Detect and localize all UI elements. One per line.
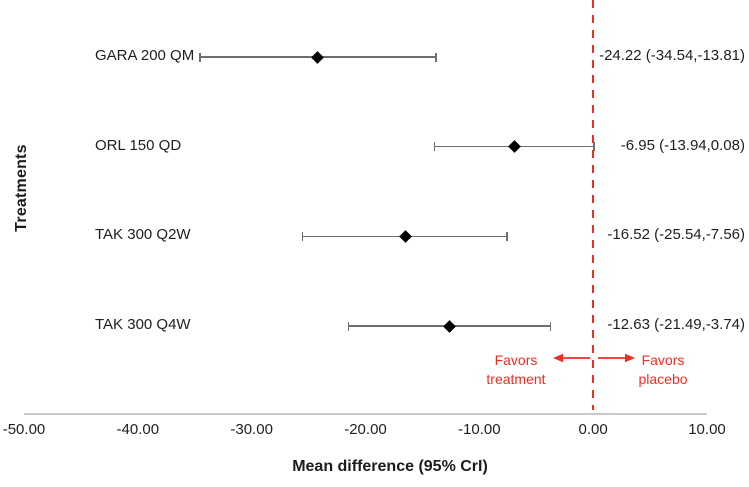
estimate-label: -24.22 (-34.54,-13.81) (599, 47, 745, 64)
x-tick-label: -40.00 (116, 421, 160, 438)
right-arrow-icon (598, 353, 635, 363)
favors-placebo-line2: placebo (638, 371, 688, 387)
reference-line-zero (592, 0, 595, 410)
point-estimate-marker (507, 140, 521, 154)
x-tick-label: 0.00 (578, 421, 608, 438)
x-axis-line (24, 413, 707, 415)
x-tick-label: -30.00 (230, 421, 273, 438)
ci-lower-cap (433, 142, 436, 152)
ci-upper-cap (435, 52, 437, 62)
treatment-label: TAK 300 Q4W (95, 316, 191, 334)
treatment-label: GARA 200 QM (95, 47, 195, 64)
x-axis-title: Mean difference (95% CrI) (292, 458, 488, 475)
x-tick-label: -20.00 (344, 421, 387, 438)
favors-placebo-annotation: Favors placebo (603, 351, 723, 389)
favors-treatment-line1: Favors (494, 352, 538, 368)
ci-lower-cap (199, 52, 201, 62)
x-tick-label: -10.00 (458, 421, 501, 438)
x-tick-label: -50.00 (2, 421, 46, 438)
estimate-label: -16.52 (-25.54,-7.56) (607, 226, 745, 244)
point-estimate-marker (311, 50, 324, 64)
ci-upper-cap (549, 321, 552, 331)
estimate-label: -12.63 (-21.49,-3.74) (607, 316, 745, 334)
ci-upper-cap (506, 231, 508, 241)
ci-lower-cap (301, 231, 304, 241)
favors-placebo-line1: Favors (641, 352, 685, 368)
favors-treatment-line2: treatment (486, 371, 546, 387)
estimate-label: -6.95 (-13.94,0.08) (620, 136, 745, 154)
treatment-label: ORL 150 QD (95, 136, 182, 154)
left-arrow-icon (553, 353, 590, 363)
ci-lower-cap (347, 321, 350, 331)
y-axis-title: Treatments (13, 144, 30, 232)
favors-treatment-annotation: Favors treatment (456, 351, 576, 389)
point-estimate-marker (443, 319, 456, 333)
point-estimate-marker (398, 230, 412, 243)
x-tick-label: 10.00 (688, 421, 726, 438)
treatment-label: TAK 300 Q2W (95, 226, 191, 244)
